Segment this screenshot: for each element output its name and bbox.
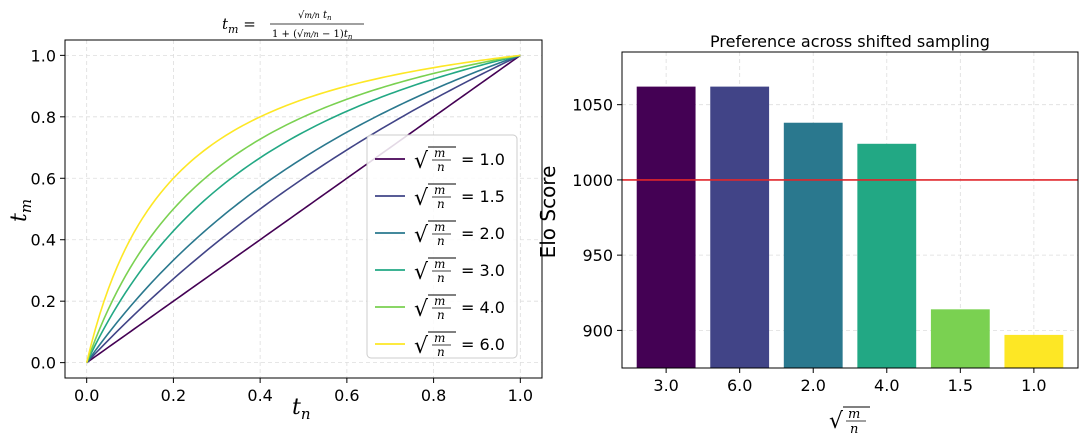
legend-label: = 6.0 <box>461 335 505 354</box>
sqrt-symbol: √ <box>829 409 844 434</box>
legend-entry: √ mn = 2.0 <box>375 220 505 248</box>
left-y-ticks: 0.0 0.2 0.4 0.6 0.8 1.0 <box>31 46 65 373</box>
left-x-tick-label: 0.0 <box>74 386 99 405</box>
right-x-ticks: 3.0 6.0 2.0 4.0 1.5 1.0 <box>653 368 1047 395</box>
legend-sqrt-symbol: √ <box>414 186 429 211</box>
left-y-tick-label: 0.6 <box>31 169 56 188</box>
curve-shift-1.5 <box>86 54 521 364</box>
left-legend: √ mn = 1.0√ mn = 1.5√ mn = 2.0√ mn = 3.0√ mn = 4.0… <box>366 134 518 359</box>
legend-sqrt-symbol: √ <box>414 223 429 248</box>
right-y-tick-label: 900 <box>582 321 613 340</box>
curve-shift-2 <box>86 54 521 364</box>
right-x-tick-label: 3.0 <box>653 376 678 395</box>
bar-4.0 <box>857 143 917 368</box>
left-curves <box>85 54 521 364</box>
bar-6.0 <box>710 86 770 368</box>
left-axes-frame <box>64 39 543 379</box>
right-y-tick-label: 1050 <box>572 96 613 115</box>
legend-m: m <box>434 220 445 234</box>
left-x-tick-label: 0.4 <box>247 386 272 405</box>
right-x-tick-label: 6.0 <box>727 376 752 395</box>
right-x-tick-label: 1.0 <box>1021 376 1046 395</box>
legend-label: = 3.0 <box>461 261 505 280</box>
left-y-label: tm <box>7 199 35 222</box>
right-y-tick-label: 950 <box>582 246 613 265</box>
legend-sqrt-symbol: √ <box>414 297 429 322</box>
left-x-tick-label: 0.6 <box>334 386 359 405</box>
title-lhs: tm = <box>222 15 256 36</box>
right-x-tick-label: 2.0 <box>800 376 825 395</box>
legend-label: = 4.0 <box>461 298 505 317</box>
left-x-tick-label: 1.0 <box>508 386 533 405</box>
left-y-tick-label: 0.0 <box>31 354 56 373</box>
legend-m: m <box>434 146 445 160</box>
legend-n: n <box>437 160 445 174</box>
legend-n: n <box>437 271 445 285</box>
legend-entry: √ mn = 3.0 <box>375 257 505 285</box>
legend-label: = 1.5 <box>461 187 505 206</box>
left-x-label: tn <box>292 395 311 423</box>
title-denominator: 1 + (√m/n − 1)tn <box>272 29 353 41</box>
curve-shift-3 <box>85 54 521 363</box>
left-x-tick-label: 0.8 <box>421 386 446 405</box>
x-label-m: m <box>848 407 860 422</box>
right-chart-title: Preference across shifted sampling <box>710 32 990 51</box>
legend-entry: √ mn = 1.0 <box>375 146 505 174</box>
right-x-tick-label: 1.5 <box>948 376 973 395</box>
bar-3.0 <box>636 86 696 368</box>
right-y-tick-label: 1000 <box>572 171 613 190</box>
right-y-label: Elo Score <box>536 166 560 259</box>
legend-items: √ mn = 1.0√ mn = 1.5√ mn = 2.0√ mn = 3.0√ mn = 4.0… <box>375 146 505 359</box>
legend-m: m <box>434 257 445 271</box>
x-label-n: n <box>850 422 858 437</box>
bar-1.0 <box>1004 334 1064 368</box>
legend-label: = 1.0 <box>461 150 505 169</box>
right-y-ticks: 900 950 1000 1050 <box>572 96 622 340</box>
right-x-tick-label: 4.0 <box>874 376 899 395</box>
legend-n: n <box>437 308 445 322</box>
left-x-ticks: 0.0 0.2 0.4 0.6 0.8 1.0 <box>74 378 533 405</box>
right-x-label: √ m n <box>829 406 870 437</box>
legend-n: n <box>437 345 445 359</box>
left-y-tick-label: 0.8 <box>31 108 56 127</box>
bar-1.5 <box>930 309 990 368</box>
legend-entry: √ mn = 6.0 <box>375 331 505 359</box>
legend-sqrt-symbol: √ <box>414 334 429 359</box>
legend-label: = 2.0 <box>461 224 505 243</box>
legend-m: m <box>434 183 445 197</box>
legend-sqrt-symbol: √ <box>414 260 429 285</box>
left-y-tick-label: 1.0 <box>31 46 56 65</box>
legend-box <box>366 134 518 359</box>
right-bars <box>636 86 1064 368</box>
legend-n: n <box>437 234 445 248</box>
legend-sqrt-symbol: √ <box>414 149 429 174</box>
curve-shift-1 <box>86 54 521 364</box>
legend-entry: √ mn = 4.0 <box>375 294 505 322</box>
left-y-tick-label: 0.2 <box>31 292 56 311</box>
legend-m: m <box>434 294 445 308</box>
title-fraction: √m/n tn 1 + (√m/n − 1)tn <box>270 10 364 41</box>
title-numerator: √m/n tn <box>298 10 332 22</box>
right-axes-frame <box>621 51 1079 369</box>
left-line-chart: 0.0 0.2 0.4 0.6 0.8 1.0 0.0 0.2 0.4 0.6 0.8 1.0 tm… <box>7 10 543 423</box>
curve-shift-4 <box>85 54 521 363</box>
legend-entry: √ mn = 1.5 <box>375 183 505 211</box>
legend-m: m <box>434 331 445 345</box>
left-y-tick-label: 0.4 <box>31 231 56 250</box>
legend-n: n <box>437 197 445 211</box>
bar-2.0 <box>783 122 843 368</box>
right-bar-chart: 3.0 6.0 2.0 4.0 1.5 1.0 900 950 1000 1050 Prefer… <box>536 32 1079 437</box>
curve-shift-6 <box>85 54 521 363</box>
left-chart-title: tm = √m/n tn 1 + (√m/n − 1)tn <box>222 10 364 41</box>
left-x-tick-label: 0.2 <box>161 386 186 405</box>
